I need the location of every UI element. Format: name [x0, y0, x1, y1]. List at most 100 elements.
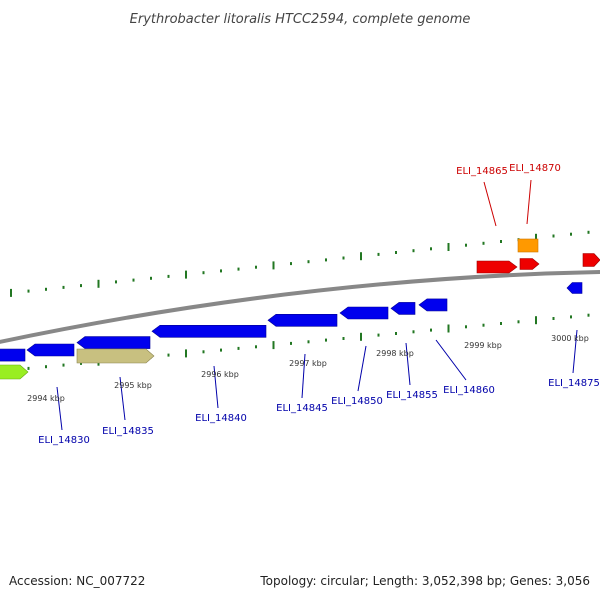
gene-label-eli-14875[interactable]: ELI_14875 — [548, 378, 600, 389]
inner-track-tick — [202, 350, 205, 354]
inner-track-tick — [290, 341, 292, 345]
gene-eli-14855[interactable] — [390, 302, 416, 315]
outer-track-tick — [220, 269, 222, 273]
outer-track-tick — [570, 232, 572, 236]
kbp-label-2994: 2994 kbp — [27, 394, 65, 403]
kbp-label-3000: 3000 kbp — [551, 334, 589, 343]
genome-summary-footer: Topology: circular; Length: 3,052,398 bp… — [260, 574, 590, 588]
leader-eli-14865 — [483, 181, 497, 227]
gene-eli-14835[interactable] — [76, 348, 155, 364]
gene-label-eli-14845[interactable]: ELI_14845 — [276, 403, 328, 414]
leader-eli-14860 — [435, 339, 467, 381]
outer-track-tick — [272, 261, 275, 270]
gene-eli-14860[interactable] — [418, 298, 448, 312]
leader-eli-14835 — [119, 376, 126, 421]
label-leader-lines — [56, 179, 578, 431]
map-title: Erythrobacter litoralis HTCC2594, comple… — [130, 12, 471, 27]
outer-track-tick — [535, 233, 537, 242]
outer-track-tick — [45, 287, 47, 291]
outer-track-tick — [10, 288, 12, 297]
inner-track-tick — [517, 320, 520, 324]
outer-track-tick — [132, 278, 135, 282]
kbp-label-2998: 2998 kbp — [376, 349, 414, 358]
outer-track-tick — [255, 265, 257, 269]
inner-track-tick — [45, 365, 47, 369]
inner-track-tick — [465, 325, 467, 329]
outer-track-tick — [80, 284, 82, 288]
outer-track-tick — [465, 243, 467, 247]
outer-track-tick — [237, 267, 240, 271]
gene-label-eli-14870[interactable]: ELI_14870 — [509, 163, 561, 174]
kbp-label-2999: 2999 kbp — [464, 341, 502, 350]
outer-track-tick — [115, 280, 117, 284]
inner-track-tick — [325, 338, 327, 342]
gene-labels: ELI_14830 ELI_14835 ELI_14840 ELI_14845 … — [38, 163, 600, 446]
inner-track-tick — [447, 324, 450, 333]
outer-track-tick — [150, 276, 152, 280]
outer-track-tick — [360, 252, 362, 261]
outer-track-tick — [62, 285, 65, 289]
leader-eli-14855 — [405, 342, 411, 386]
gene-eli-14835-block[interactable] — [76, 336, 151, 349]
inner-track-tick — [482, 323, 485, 327]
outer-track-tick — [500, 240, 502, 243]
inner-track-tick — [570, 315, 572, 319]
outer-track-tick — [430, 247, 432, 251]
inner-track-tick — [62, 363, 65, 367]
gene-eli-14865[interactable] — [476, 260, 518, 274]
gene-eli-14830[interactable] — [26, 343, 75, 357]
outer-track-tick — [167, 274, 170, 278]
outer-track-tick — [395, 251, 397, 254]
gene-right-red[interactable] — [582, 253, 600, 267]
inner-track-tick — [27, 366, 30, 370]
inner-track-tick — [552, 317, 555, 320]
inner-track-tick — [307, 340, 310, 344]
inner-track-tick — [167, 353, 170, 357]
genome-backbone — [0, 270, 600, 344]
leader-eli-14870 — [526, 179, 532, 225]
leader-eli-14830 — [56, 386, 63, 431]
gene-features — [0, 238, 600, 380]
gene-green-feature[interactable] — [0, 364, 29, 380]
inner-track-tick — [255, 345, 257, 349]
kbp-label-2995: 2995 kbp — [114, 381, 152, 390]
outer-track-tick — [325, 258, 327, 262]
gene-eli-14870-red[interactable] — [519, 258, 540, 270]
gene-label-eli-14855[interactable]: ELI_14855 — [386, 390, 438, 401]
kbp-scale-labels: 2994 kbp 2995 kbp 2996 kbp 2997 kbp 2998… — [27, 334, 589, 403]
outer-track-tick — [307, 260, 310, 264]
outer-track-tick — [97, 279, 100, 288]
accession-footer: Accession: NC_007722 — [9, 574, 146, 588]
outer-track-tick — [290, 262, 292, 266]
outer-track-tick — [27, 289, 30, 293]
leader-eli-14875 — [572, 329, 578, 374]
kbp-label-2996: 2996 kbp — [201, 370, 239, 379]
gene-eli-14870[interactable] — [517, 238, 539, 253]
kbp-label-2997: 2997 kbp — [289, 359, 327, 368]
outer-track-tick — [552, 234, 555, 238]
outer-track-tick — [202, 271, 205, 275]
gene-label-eli-14850[interactable]: ELI_14850 — [331, 396, 383, 407]
outer-track-tick — [412, 249, 415, 253]
gene-eli-14850[interactable] — [339, 306, 389, 320]
gene-label-eli-14840[interactable]: ELI_14840 — [195, 413, 247, 424]
gene-label-eli-14830[interactable]: ELI_14830 — [38, 435, 90, 446]
outer-track-tick — [185, 270, 187, 279]
gene-eli-14825[interactable] — [0, 348, 26, 362]
inner-track-tick — [535, 316, 537, 325]
gene-eli-14840[interactable] — [151, 324, 267, 338]
outer-track-tick — [447, 243, 450, 251]
gene-eli-14845[interactable] — [267, 313, 338, 327]
leader-eli-14845 — [301, 353, 306, 399]
gene-label-eli-14865[interactable]: ELI_14865 — [456, 166, 508, 177]
inner-track-tick — [430, 328, 432, 332]
inner-track-tick — [80, 361, 82, 365]
gene-eli-14875[interactable] — [566, 282, 583, 294]
inner-track-tick — [377, 333, 380, 337]
inner-track-tick — [360, 332, 362, 341]
outer-track-tick — [587, 230, 590, 234]
inner-track-tick — [272, 341, 275, 350]
gene-label-eli-14860[interactable]: ELI_14860 — [443, 385, 495, 396]
gene-label-eli-14835[interactable]: ELI_14835 — [102, 426, 154, 437]
